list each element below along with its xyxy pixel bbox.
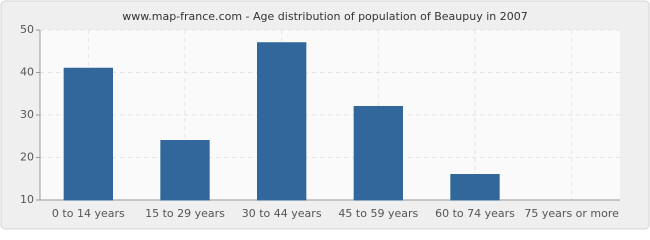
bar [450,174,500,201]
chart-title: www.map-france.com - Age distribution of… [122,10,527,23]
x-tick-label: 15 to 29 years [145,207,225,220]
y-tick-label: 30 [20,108,34,121]
bar [353,106,403,201]
x-tick-label: 45 to 59 years [338,207,418,220]
y-tick-label: 10 [20,193,34,206]
x-tick-label: 75 years or more [524,207,619,220]
y-tick-label: 40 [20,66,34,79]
bar [63,67,113,201]
bar [257,42,307,201]
bar [160,140,210,201]
x-tick-label: 0 to 14 years [52,207,125,220]
x-tick-label: 60 to 74 years [435,207,515,220]
chart: www.map-france.com - Age distribution of… [0,0,650,230]
y-tick-label: 20 [20,151,34,164]
y-tick-label: 50 [20,23,34,36]
x-tick-label: 30 to 44 years [242,207,322,220]
